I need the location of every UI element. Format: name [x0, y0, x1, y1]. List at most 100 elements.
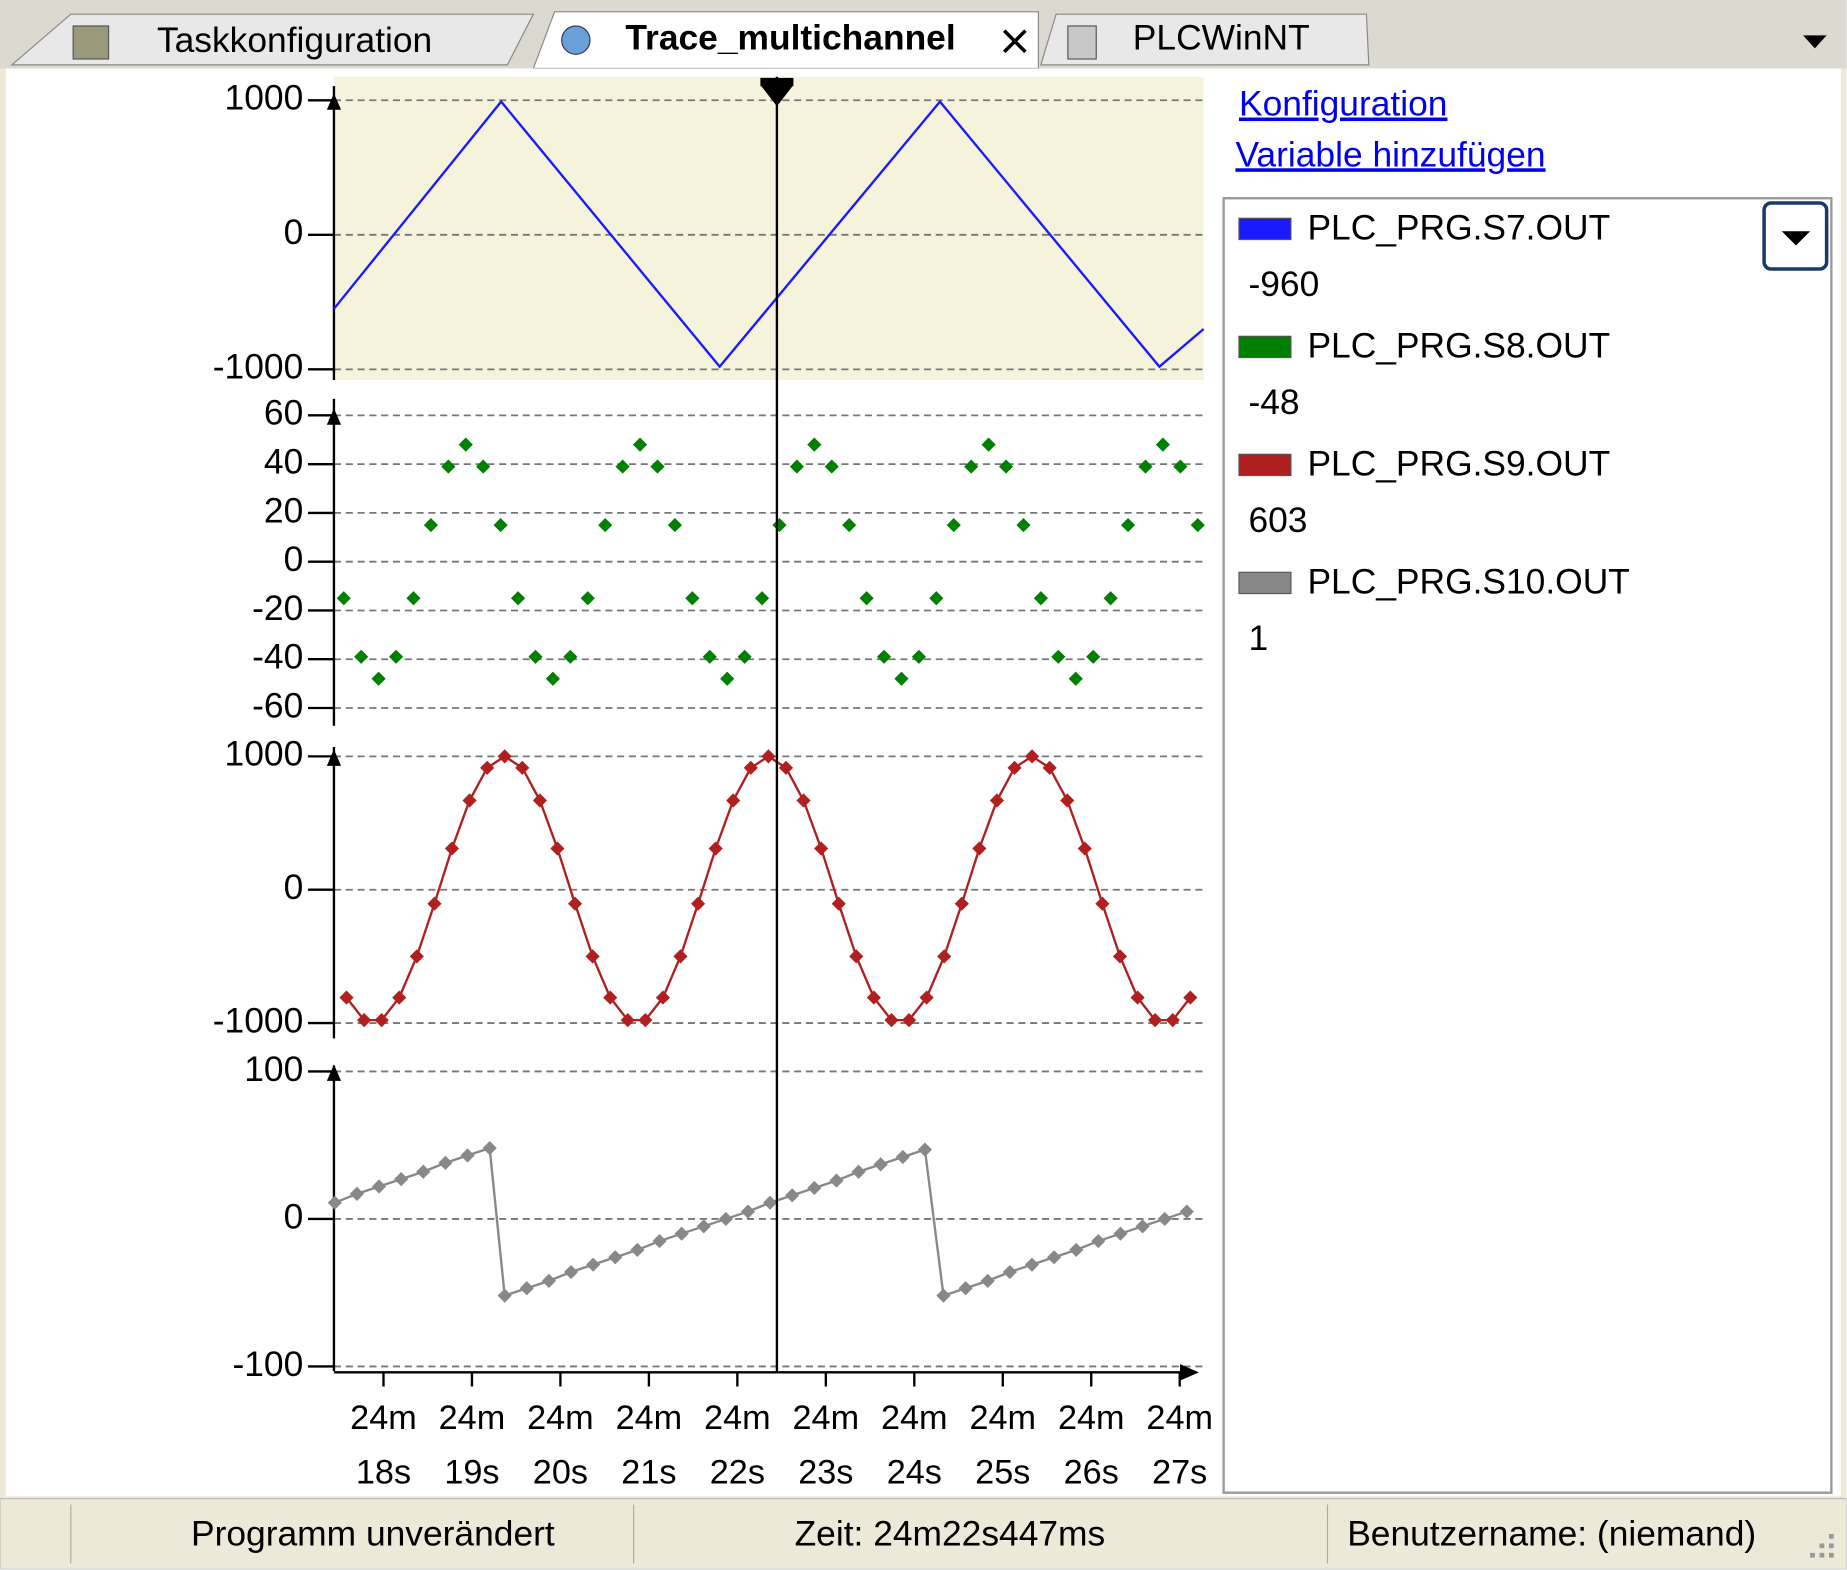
y-axis-arrow — [326, 408, 342, 425]
x-tick-label: 24m 19s — [438, 1399, 506, 1492]
y-tick-label: -40 — [252, 638, 303, 677]
x-tick-label: 24m 23s — [792, 1399, 860, 1492]
data-point — [718, 1211, 733, 1227]
data-point — [1042, 760, 1057, 775]
x-tick-label: 24m 27s — [1146, 1399, 1213, 1492]
legend-swatch — [1238, 453, 1292, 477]
data-point — [371, 671, 386, 686]
data-point — [1103, 591, 1118, 606]
data-point — [1024, 1257, 1040, 1272]
data-point — [831, 896, 846, 911]
data-point — [1173, 459, 1188, 474]
data-point — [327, 1195, 342, 1210]
y-tick-label: 0 — [284, 213, 304, 252]
data-point — [1047, 1250, 1062, 1265]
x-tick-label: 24m 21s — [615, 1399, 683, 1492]
data-point — [691, 896, 706, 911]
data-point — [673, 949, 688, 964]
tab[interactable] — [10, 13, 535, 66]
data-point — [441, 459, 456, 474]
data-point — [585, 949, 600, 964]
tab-active[interactable] — [532, 11, 1039, 70]
link[interactable]: Variable hinzufügen — [1235, 135, 1545, 174]
data-point — [1113, 1226, 1128, 1241]
data-point — [894, 671, 909, 686]
data-point — [497, 1288, 512, 1303]
data-point — [567, 896, 583, 911]
data-point — [737, 649, 752, 664]
y-tick-label: -1000 — [213, 1001, 303, 1040]
tab-icon — [72, 25, 110, 60]
legend-name: PLC_PRG.S10.OUT — [1307, 562, 1629, 601]
y-axis-arrow — [326, 1064, 342, 1081]
tab-menu[interactable] — [1803, 35, 1827, 49]
y-tick-label: 0 — [284, 540, 304, 579]
data-point — [541, 1273, 557, 1288]
data-point — [603, 990, 618, 1005]
data-point — [702, 649, 717, 664]
cursor-handle — [760, 84, 794, 107]
status-text: Benutzername: (niemand) — [1347, 1515, 1756, 1554]
resize-grip[interactable] — [1810, 1533, 1834, 1558]
series-line — [333, 99, 1205, 369]
data-point — [444, 841, 460, 856]
data-point — [438, 1155, 453, 1170]
legend-name: PLC_PRG.S8.OUT — [1307, 326, 1610, 365]
y-tick-label: -1000 — [213, 348, 303, 387]
tab-label[interactable]: PLCWinNT — [1133, 18, 1310, 57]
y-tick-label: 100 — [244, 1050, 303, 1089]
legend-name: PLC_PRG.S7.OUT — [1307, 208, 1610, 247]
legend-value: 1 — [1248, 619, 1268, 658]
data-point — [873, 1157, 888, 1172]
data-point — [761, 749, 776, 764]
tab-label[interactable]: Taskkonfiguration — [157, 21, 432, 60]
y-tick-label: 40 — [264, 442, 303, 481]
data-point — [1033, 591, 1048, 606]
y-tick-label: 0 — [284, 1197, 304, 1236]
legend-value: -48 — [1248, 383, 1299, 422]
data-point — [550, 841, 565, 856]
data-point — [339, 990, 354, 1005]
data-point — [458, 437, 473, 452]
close-button[interactable] — [1002, 29, 1027, 54]
y-tick-label: 60 — [264, 394, 303, 433]
data-point — [958, 1281, 973, 1296]
data-point — [1095, 896, 1110, 911]
data-point — [1112, 949, 1128, 964]
data-point — [829, 1173, 844, 1188]
data-point — [1155, 437, 1170, 452]
x-tick-label: 24m 26s — [1057, 1399, 1125, 1492]
tab[interactable] — [1039, 13, 1370, 66]
legend-swatch — [1238, 571, 1292, 595]
data-point — [964, 459, 979, 474]
data-point — [532, 793, 547, 808]
link[interactable]: Konfiguration — [1239, 85, 1447, 124]
data-point — [476, 459, 491, 474]
data-point — [849, 949, 864, 964]
data-point — [349, 1186, 365, 1201]
data-point — [586, 1257, 601, 1272]
data-point — [807, 1180, 822, 1196]
data-point — [1091, 1233, 1106, 1249]
y-tick-label: 0 — [284, 868, 304, 907]
data-point — [563, 1264, 579, 1280]
data-point — [371, 1179, 387, 1194]
data-point — [460, 1148, 475, 1163]
y-tick-label: -20 — [252, 589, 303, 628]
y-tick-label: -100 — [232, 1345, 303, 1384]
data-point — [1060, 793, 1075, 808]
tab-label[interactable]: Trace_multichannel — [625, 18, 955, 57]
data-point — [336, 591, 351, 606]
data-point — [462, 793, 477, 808]
data-point — [998, 459, 1014, 474]
y-tick-label: 20 — [264, 491, 303, 530]
data-point — [388, 649, 404, 664]
x-tick-label: 24m 20s — [527, 1399, 594, 1492]
data-point — [1135, 1219, 1150, 1234]
data-point — [1120, 518, 1136, 533]
data-point — [482, 1141, 497, 1156]
data-point — [354, 649, 369, 664]
data-point — [416, 1164, 431, 1179]
data-point — [394, 1172, 409, 1187]
